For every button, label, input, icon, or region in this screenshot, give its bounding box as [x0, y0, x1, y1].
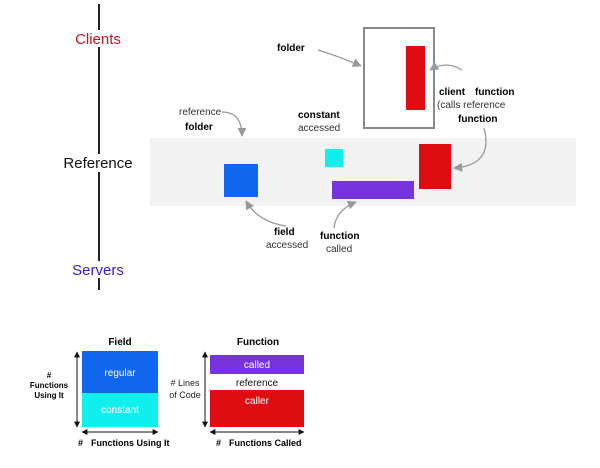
called-function-block	[332, 181, 414, 199]
field-legend-constant-label: constant	[101, 405, 139, 416]
reference-function-block	[419, 144, 451, 189]
servers-label: Servers	[72, 262, 124, 279]
client-callout-function: function	[475, 87, 514, 98]
field-x-axis-label: Functions Using It	[91, 438, 170, 448]
field-legend-regular-label: regular	[104, 368, 136, 379]
field-y-axis-hash: #	[47, 371, 52, 380]
client-callout-function2: function	[458, 114, 497, 125]
field-accessed-arrow	[245, 200, 287, 227]
client-function-block	[406, 46, 425, 110]
field-callout-line2: accessed	[266, 240, 308, 251]
client-callout-calls: (calls reference	[437, 100, 506, 111]
field-y-axis-line2: Using It	[34, 391, 64, 400]
folder-callout: folder	[277, 43, 305, 54]
constant-callout-line2: accessed	[298, 123, 340, 134]
field-callout-line1: field	[274, 227, 295, 238]
reference-label: Reference	[63, 155, 132, 172]
function-y-axis-line2: of Code	[169, 390, 201, 400]
function-x-axis-hash: #	[216, 438, 221, 448]
field-legend-constant	[82, 393, 158, 427]
function-legend-title: Function	[237, 337, 279, 348]
function-called-callout-line1: function	[320, 231, 359, 242]
function-y-axis-line1: # Lines	[170, 378, 200, 388]
field-block	[224, 164, 258, 197]
field-x-axis-hash: #	[78, 438, 83, 448]
client-callout-client: client	[439, 87, 466, 98]
function-legend-reference-label: reference	[236, 378, 279, 389]
field-legend-title: Field	[108, 337, 131, 348]
function-legend-caller	[210, 390, 304, 427]
folder-arrow	[317, 49, 362, 67]
function-legend-called	[210, 355, 304, 374]
function-x-axis-label: Functions Called	[229, 438, 302, 448]
field-y-axis-line1: Functions	[30, 381, 69, 390]
constant-callout-line1: constant	[298, 110, 340, 121]
client-function-arrow	[429, 61, 463, 71]
reference-folder-arrow	[221, 111, 247, 137]
function-legend-called-label: called	[244, 360, 270, 371]
reference-folder-callout-line2: folder	[185, 122, 213, 133]
constant-block	[325, 149, 343, 167]
function-called-callout-line2: called	[326, 244, 352, 255]
field-legend-regular	[82, 351, 158, 393]
clients-label: Clients	[75, 31, 121, 48]
reference-folder-callout-line1: reference	[179, 107, 222, 118]
function-legend-caller-label: caller	[245, 396, 270, 407]
function-called-arrow	[333, 200, 357, 229]
reference-function-arrow	[453, 127, 487, 172]
